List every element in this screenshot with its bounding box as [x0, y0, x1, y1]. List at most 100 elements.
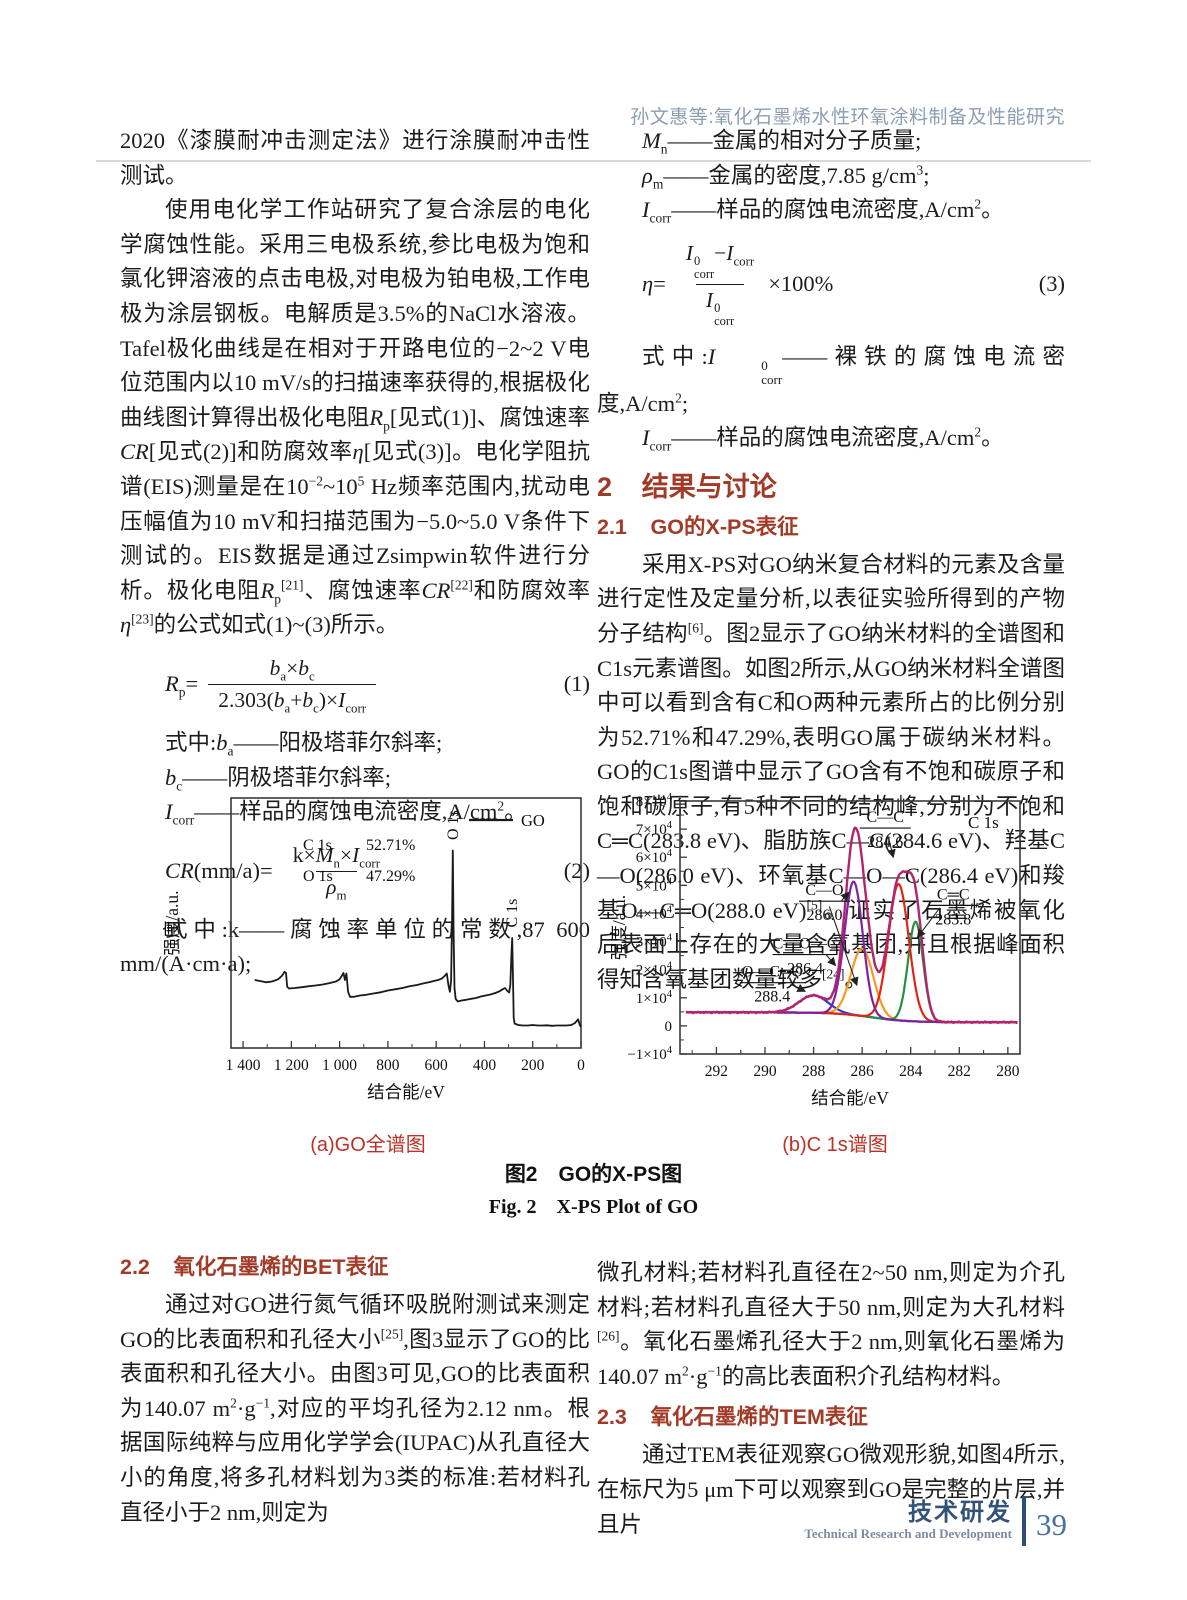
- equation-lhs: η=: [642, 270, 666, 296]
- where-clause: 式中:I 0 corr ——裸铁的腐蚀电流密度,A/cm2;: [597, 344, 1065, 416]
- component-curve: [685, 994, 1018, 1024]
- where-clause: bc——阴极塔菲尔斜率;: [165, 764, 392, 793]
- annotation-value: 284.6: [867, 834, 903, 851]
- svg-text:282: 282: [948, 1063, 971, 1080]
- composition-label: O 1s: [303, 868, 333, 885]
- right-column-top: Mn——金属的相对分子质量; ρm——金属的密度,7.85 g/cm3; Ico…: [597, 124, 1065, 997]
- annotation-arrow: [790, 983, 807, 992]
- svg-text:292: 292: [705, 1063, 728, 1080]
- composition-label: C 1s: [303, 837, 332, 854]
- svg-text:800: 800: [376, 1057, 400, 1074]
- annotation-name: O—C═O: [742, 964, 803, 981]
- svg-text:6×104: 6×104: [636, 848, 673, 866]
- svg-text:4×104: 4×104: [636, 904, 673, 922]
- chart-go-survey: 1 400 1 200 1 000 800 600 400 200 0 结合能/eV 强度/a.u…: [138, 764, 598, 1116]
- svg-text:2×104: 2×104: [636, 961, 673, 979]
- y-axis-label: 强度/a.u.: [609, 895, 629, 960]
- right-column-bottom: 微孔材料;若材料孔直径在2~50 nm,则定为介孔材料;若材料孔直径大于50 n…: [597, 1256, 1065, 1542]
- svg-text:286: 286: [851, 1063, 875, 1080]
- svg-text:290: 290: [753, 1063, 777, 1080]
- left-column-bottom: 2.2 氧化石墨烯的BET表征 通过对GO进行氮气循环吸脱附测试来测定GO的比表面…: [120, 1252, 590, 1530]
- y-axis-label: 强度/a.u.: [162, 890, 182, 955]
- equation-2: CR(mm/a)= k×Mn×Icorr ρm (2): [120, 830, 590, 913]
- footer-section-cn: 技术研发: [908, 1499, 1012, 1526]
- legend-label: GO: [521, 811, 545, 830]
- figure-caption-en: Fig. 2 X-PS Plot of GO: [488, 1196, 699, 1218]
- paragraph: 通过对GO进行氮气循环吸脱附测试来测定GO的比表面积和孔径大小[25],图3显示…: [120, 1292, 591, 1525]
- peak-label: C 1s: [504, 899, 521, 928]
- where-clause: 式中:ba——阳极塔菲尔斜率;: [165, 729, 443, 759]
- plot-frame: [230, 797, 582, 1049]
- equation-number: (2): [563, 857, 590, 883]
- running-title: 孙文惠等:氧化石墨烯水性环氧涂料制备及性能研究: [630, 107, 1065, 128]
- footer-divider: [1022, 1496, 1026, 1546]
- where-clause: Icorr——样品的腐蚀电流密度,A/cm2。: [642, 196, 1004, 226]
- svg-text:0: 0: [665, 1019, 673, 1035]
- svg-text:5×104: 5×104: [636, 876, 673, 894]
- fraction: k×Mn×Icorr ρm: [292, 842, 381, 902]
- annotation-value: 288.4: [754, 989, 790, 1006]
- header-rule: [96, 160, 1091, 162]
- annotation-name: C—O: [805, 882, 843, 899]
- section-heading-2-3: 2.3 氧化石墨烯的TEM表征: [597, 1405, 868, 1430]
- equation-3: η= I 0 corr −Icorr I 0 corr ×100% (3): [597, 228, 1065, 341]
- annotation-arrow: [887, 838, 896, 859]
- where-clause: Icorr——样品的腐蚀电流密度,A/cm2。: [165, 798, 527, 828]
- go-c1s-svg: −1×104 0 1×104 2×104 3×104 4×104 5×104 6×104 7×1…: [609, 792, 1021, 1108]
- svg-text:600: 600: [425, 1057, 449, 1074]
- paragraph: 微孔材料;若材料孔直径在2~50 nm,则定为介孔材料;若材料孔直径大于50 n…: [597, 1260, 1065, 1389]
- equation-number: (1): [563, 671, 590, 697]
- annotation-arrow: [916, 907, 941, 939]
- svg-text:结合能/eV: 结合能/eV: [811, 1088, 889, 1108]
- composition-value: 47.29%: [366, 868, 415, 885]
- equation-1: Rp= ba×bc 2.303(ba+bc)×Icorr (1): [120, 643, 590, 726]
- svg-text:3×104: 3×104: [636, 933, 673, 951]
- equation-lhs: CR(mm/a)=: [165, 857, 273, 883]
- footer-section: 技术研发 Technical Research and Development: [804, 1500, 1012, 1542]
- page-number: 39: [1036, 1507, 1067, 1542]
- paragraph: 通过TEM表征观察GO微观形貌,如图4所示,在标尺为5 μm下可以观察到GO是完…: [597, 1442, 1065, 1537]
- footer-section-en: Technical Research and Development: [804, 1526, 1012, 1541]
- svg-text:1 000: 1 000: [322, 1057, 357, 1074]
- subfigure-caption-a: (a)GO全谱图: [310, 1134, 426, 1156]
- annotation-value: 286.4: [787, 961, 823, 978]
- section-heading-2: 2 结果与讨论: [597, 471, 777, 502]
- annotation-name: C—C: [867, 809, 904, 826]
- svg-text:0: 0: [577, 1057, 585, 1074]
- annotation-name: C═C: [937, 886, 970, 903]
- paragraph: 采用X-PS对GO纳米复合材料的元素及含量进行定性及定量分析,以表征实验所得到的…: [597, 551, 1065, 992]
- svg-text:7×104: 7×104: [636, 820, 673, 838]
- figure-caption-cn: 图2 GO的X-PS图: [504, 1163, 683, 1186]
- section-heading-2-1: 2.1 GO的X-PS表征: [597, 514, 799, 539]
- svg-text:288: 288: [802, 1063, 826, 1080]
- svg-text:200: 200: [521, 1057, 545, 1074]
- fraction: I 0 corr −Icorr I 0 corr: [676, 238, 764, 331]
- svg-text:400: 400: [473, 1057, 497, 1074]
- fraction: ba×bc 2.303(ba+bc)×Icorr: [208, 653, 377, 716]
- go-survey-curve: [254, 849, 582, 1028]
- equation-number: (3): [1038, 270, 1065, 296]
- equation-tail: ×100%: [768, 270, 834, 296]
- svg-text:结合能/eV: 结合能/eV: [367, 1082, 445, 1102]
- where-clause: Mn——金属的相对分子质量;: [642, 128, 922, 157]
- peak-label: O 1s: [445, 810, 462, 840]
- left-column-top: 2020《漆膜耐冲击测定法》进行涂膜耐冲击性测试。 使用电化学工作站研究了复合涂…: [120, 124, 590, 982]
- section-heading-2-2: 2.2 氧化石墨烯的BET表征: [120, 1255, 389, 1279]
- page-footer: 技术研发 Technical Research and Development …: [804, 1496, 1067, 1546]
- corner-label: C 1s: [968, 813, 999, 832]
- paragraph: 使用电化学工作站研究了复合涂层的电化学腐蚀性能。采用三电极系统,参比电极为饱和氯…: [120, 197, 590, 638]
- svg-text:1 200: 1 200: [274, 1057, 309, 1074]
- svg-text:280: 280: [996, 1063, 1020, 1080]
- composition-value: 52.71%: [366, 837, 415, 854]
- annotation-value: 286.0: [807, 907, 843, 924]
- where-clause: 式中:k——腐蚀率单位的常数,87 600 mm/(A·cm·a);: [120, 916, 590, 977]
- where-clause: ρm——金属的密度,7.85 g/cm3;: [642, 162, 930, 192]
- subfigure-caption-b: (b)C 1s谱图: [782, 1134, 888, 1156]
- chart-go-c1s: −1×104 0 1×104 2×104 3×104 4×104 5×104 6×104 7×1…: [595, 764, 1065, 1116]
- where-clause: Icorr——样品的腐蚀电流密度,A/cm2。: [642, 424, 1004, 454]
- annotation-value: 283.8: [935, 911, 971, 928]
- annotation-arrow: [828, 906, 859, 987]
- envelope-curve: [685, 826, 1018, 1025]
- annotation-name: C—O—C: [773, 936, 838, 953]
